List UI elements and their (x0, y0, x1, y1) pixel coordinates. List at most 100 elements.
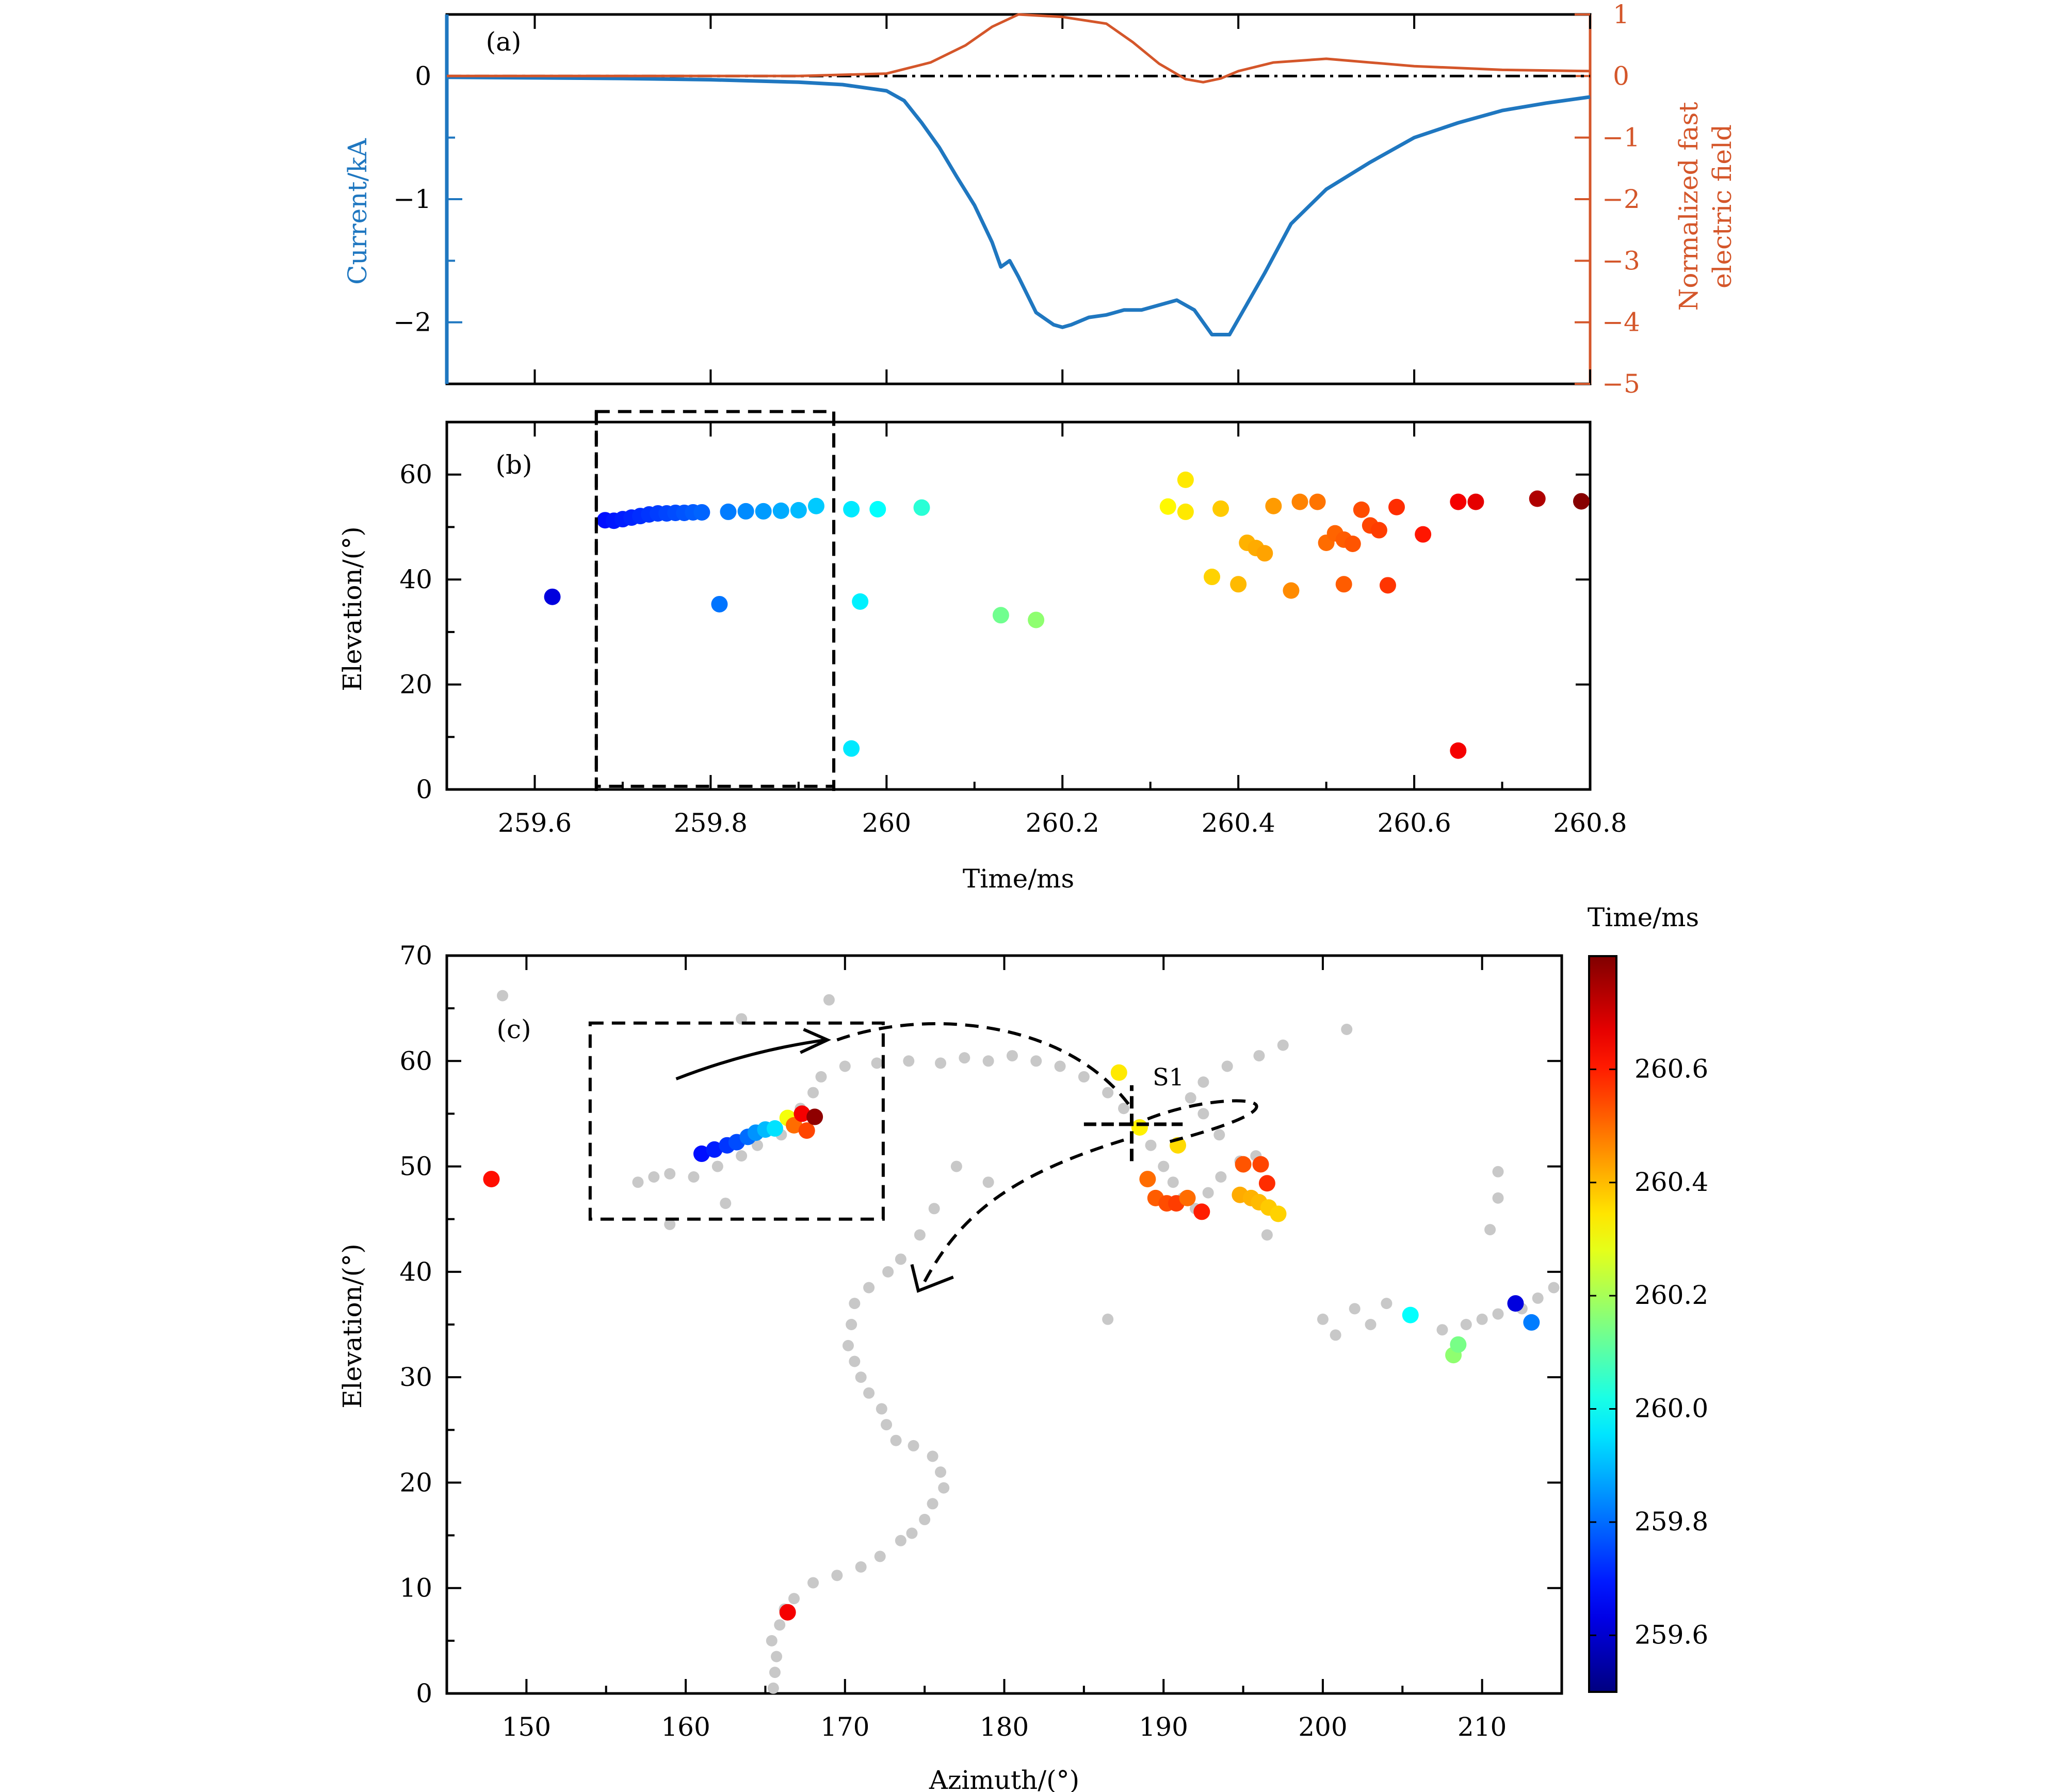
background-source-point (1221, 1060, 1233, 1072)
elevation-point (755, 503, 772, 520)
field-tick-label: −5 (1602, 369, 1640, 399)
located-source-point (1507, 1295, 1524, 1312)
elevation-point (843, 740, 860, 757)
background-source-point (1054, 1060, 1066, 1072)
located-source-point (1110, 1064, 1127, 1081)
elevation-point (1344, 535, 1361, 552)
elevation-point (1379, 577, 1396, 594)
panel-c-xtick-label: 150 (502, 1712, 551, 1742)
elevation-point (720, 503, 737, 520)
background-source-point (906, 1527, 918, 1539)
elevation-point (1283, 582, 1300, 599)
located-source-point (766, 1120, 783, 1137)
field-axis-title-line2: electric field (1707, 124, 1737, 288)
elevation-point (843, 501, 860, 518)
colorbar-tick-label: 260.0 (1634, 1394, 1708, 1424)
panel-a-label: (a) (486, 27, 522, 57)
elevation-point (992, 607, 1009, 624)
located-source-point (1139, 1171, 1156, 1188)
background-source-point (1145, 1139, 1157, 1151)
elevation-point (772, 502, 789, 519)
panel-a: 0 −1 −2 1 0 −1 −2 −3 −4 −5 Current/kA Normalized fa… (343, 0, 1737, 399)
panel-b-xtick-label: 260.8 (1553, 808, 1627, 838)
s1-annotation: S1 (1153, 1063, 1184, 1091)
background-source-point (914, 1229, 926, 1241)
background-source-point (1102, 1087, 1114, 1099)
panel-c-ytick-label: 60 (399, 1046, 432, 1076)
located-source-point (1235, 1156, 1252, 1173)
background-source-point (1253, 1050, 1265, 1062)
background-source-point (863, 1387, 875, 1399)
elevation-point (1028, 611, 1045, 628)
background-source-point (881, 1419, 893, 1431)
background-source-point (1548, 1282, 1560, 1294)
propagation-arrow-dashed-down (920, 1138, 1124, 1288)
located-source-point (1193, 1203, 1210, 1220)
background-source-point (849, 1298, 861, 1310)
panel-c-label: (c) (496, 1014, 531, 1044)
panel-b-ytick-label: 60 (399, 460, 432, 490)
background-source-point (1118, 1103, 1130, 1115)
background-source-point (807, 1087, 819, 1099)
current-tick-label: −1 (393, 184, 431, 214)
elevation-point (544, 588, 561, 605)
panel-b-xtick-label: 260.6 (1378, 808, 1451, 838)
panel-c-xtick-label: 200 (1298, 1712, 1347, 1742)
panel-c-xtick-label: 170 (820, 1712, 869, 1742)
background-source-point (788, 1593, 800, 1605)
located-source-point (806, 1108, 823, 1125)
background-source-point (1102, 1313, 1114, 1325)
located-source-point (1252, 1156, 1269, 1173)
panel-c-ylabel: Elevation/(°) (337, 1244, 367, 1408)
panel-b-ytick-label: 0 (416, 774, 432, 804)
field-axis-title-line1: Normalized fast (1674, 102, 1704, 311)
elevation-point (1265, 497, 1282, 514)
background-source-point (1330, 1329, 1341, 1341)
background-source-point (1213, 1129, 1225, 1141)
located-source-point (1131, 1119, 1148, 1136)
background-source-point (855, 1371, 867, 1383)
background-source-point (890, 1434, 902, 1446)
colorbar: 259.6 259.8 260.0 260.2 260.4 260.6 Time/ms (1588, 902, 1708, 1693)
panel-c-xtick-label: 180 (980, 1712, 1029, 1742)
panel-c-frame (445, 954, 1563, 1695)
background-source-point (1476, 1313, 1488, 1325)
located-source-point (1179, 1189, 1196, 1206)
elevation-point (1353, 501, 1370, 518)
background-source-point (1261, 1229, 1273, 1241)
located-source-point (798, 1122, 815, 1139)
background-source-point (938, 1482, 950, 1494)
background-source-point (876, 1403, 887, 1415)
current-axis-title: Current/kA (343, 138, 373, 284)
background-source-point (1215, 1171, 1227, 1183)
panel-b-ytick-label: 20 (399, 670, 432, 700)
background-source-point (1492, 1192, 1504, 1204)
arrowhead-icon (910, 1264, 954, 1293)
background-source-point (1167, 1176, 1179, 1188)
background-source-point (1349, 1303, 1361, 1315)
background-source-point (846, 1319, 857, 1330)
field-tick-label: −1 (1602, 123, 1640, 153)
background-source-point (497, 990, 509, 1002)
propagation-arrow-solid (675, 1038, 827, 1080)
background-source-point (1185, 1092, 1196, 1104)
background-source-point (895, 1535, 906, 1546)
background-source-point (1277, 1039, 1289, 1051)
elevation-point (1177, 503, 1194, 520)
background-source-point (751, 1139, 763, 1151)
located-source-point (483, 1171, 500, 1188)
background-source-point (831, 1570, 843, 1581)
background-source-point (1006, 1050, 1018, 1062)
background-source-point (1460, 1319, 1472, 1330)
background-source-point (1030, 1055, 1042, 1067)
located-source-point (693, 1145, 710, 1163)
background-source-point (863, 1282, 875, 1294)
background-source-point (935, 1466, 947, 1478)
background-source-point (903, 1055, 915, 1067)
background-source-point (928, 1203, 940, 1215)
background-source-point (774, 1619, 786, 1631)
background-source-point (769, 1667, 781, 1678)
panel-c: 150 160 170 180 190 200 210 0 10 20 30 40 50 60 70 (c) E… (337, 941, 1563, 1792)
background-source-point (871, 1057, 883, 1069)
background-source-point (959, 1052, 970, 1064)
